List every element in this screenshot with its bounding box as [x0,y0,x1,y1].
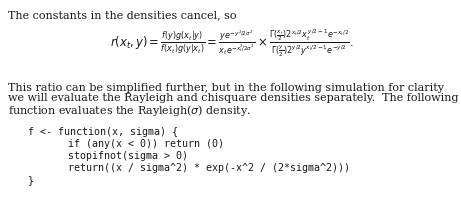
Text: stopifnot(sigma > 0): stopifnot(sigma > 0) [44,151,188,161]
Text: $r(x_t,y) = \frac{f(y)g(x_t|y)}{f(x_t)g(y|x_t)} = \frac{ye^{-y^2\!/2\sigma^2}}{x: $r(x_t,y) = \frac{f(y)g(x_t|y)}{f(x_t)g(… [110,28,354,59]
Text: if (any(x < 0)) return (0): if (any(x < 0)) return (0) [44,139,224,149]
Text: we will evaluate the Rayleigh and chisquare densities separately.  The following: we will evaluate the Rayleigh and chisqu… [8,93,459,103]
Text: }: } [28,175,34,185]
Text: return((x / sigma^2) * exp(-x^2 / (2*sigma^2))): return((x / sigma^2) * exp(-x^2 / (2*sig… [44,163,350,173]
Text: function evaluates the Rayleigh($\sigma$) density.: function evaluates the Rayleigh($\sigma$… [8,103,251,118]
Text: f <- function(x, sigma) {: f <- function(x, sigma) { [28,127,178,137]
Text: The constants in the densities cancel, so: The constants in the densities cancel, s… [8,10,236,20]
Text: This ratio can be simplified further, but in the following simulation for clarit: This ratio can be simplified further, bu… [8,83,444,93]
